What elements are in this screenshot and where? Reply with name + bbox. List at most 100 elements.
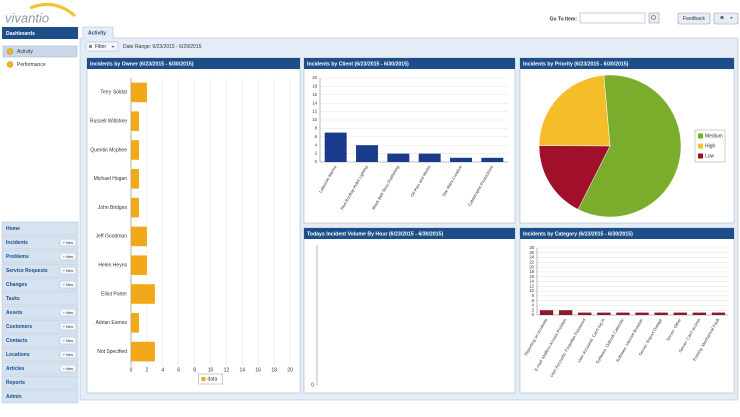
panel-title: Incidents by Client (6/23/2015 - 6/30/20… [307,61,409,67]
nav-label: Customers [6,324,32,330]
new-button[interactable] [59,350,77,359]
bar [324,132,347,162]
nav-item[interactable] [1,291,79,306]
nav-label: Changes [6,282,27,288]
pie-slice [577,74,682,218]
y-tick-label: 22 [529,259,534,264]
bar [692,312,707,315]
panel-header [304,58,515,69]
nav-item[interactable] [1,235,79,250]
new-button-label: + New [63,283,74,287]
x-tick-label: 16 [255,367,261,373]
x-tick-label: 20 [287,367,293,373]
nav-label: Contacts [6,338,28,344]
panel-title: Incidents by Category (6/23/2015 - 6/30/… [523,231,633,237]
legend-label: High [705,143,716,149]
nav-item[interactable] [1,347,79,362]
nav-item[interactable] [1,375,79,390]
new-button-label: + New [63,367,74,371]
new-button-label: + New [63,325,74,329]
bar [481,157,504,162]
goto-input[interactable] [579,12,646,24]
bar [616,312,630,315]
y-tick-label: 18 [529,269,534,274]
bar [356,145,378,162]
new-button[interactable] [59,266,77,275]
y-tick-label: Michael Hogan [94,176,128,182]
y-tick-label: 16 [529,274,534,279]
new-button[interactable] [59,280,77,289]
bar [131,169,139,189]
goto-label: Go To Item: [550,16,578,22]
sidebar-header [2,27,78,39]
menu-item-label[interactable]: Performance [17,62,46,68]
y-tick-label: 16 [312,92,317,97]
new-button-label: + New [63,353,74,357]
bar [131,140,139,160]
nav-item[interactable] [1,277,79,292]
x-tick-label: 10 [208,367,214,373]
new-button-label: + New [63,255,74,259]
nav-label: Tasks [6,296,20,302]
legend-swatch [698,133,703,139]
bar [131,82,147,103]
nav-item[interactable] [1,263,79,278]
nav-item[interactable] [1,389,79,404]
nav-item[interactable] [1,249,79,264]
y-tick-label: 10 [529,288,534,293]
y-tick-label: 0 [315,159,318,164]
menu-item-active[interactable] [2,45,78,58]
nav-item[interactable] [1,361,79,376]
panel [303,227,516,394]
feedback-button[interactable] [677,12,711,25]
filter-button[interactable] [85,41,119,52]
bar [539,310,554,315]
search-button[interactable] [648,12,660,24]
bar [131,197,139,218]
tab-join [83,37,113,39]
bar [558,310,573,315]
bar [450,157,472,162]
bar [131,226,147,247]
new-button[interactable] [59,252,77,261]
new-button[interactable] [59,322,77,331]
filter-label: Filter [95,44,106,50]
nav-label: Incidents [6,240,28,246]
nav-label: Problems [6,254,29,260]
panel-title: Todays Incident Volume By Hour (6/23/201… [307,231,443,237]
pie-slice [538,74,611,147]
bar [131,284,155,304]
nav-item[interactable] [1,221,79,236]
new-button[interactable] [59,336,77,345]
y-tick-label: 0 [532,312,535,317]
new-button[interactable] [59,238,77,247]
bar [578,312,592,315]
user-menu[interactable] [713,12,739,25]
nav-item[interactable] [1,319,79,334]
x-tick-label: 14 [240,367,246,373]
bar [131,313,139,333]
nav-item[interactable] [1,305,79,320]
nav-label: Home [6,226,20,232]
y-tick-label: John Bridges [98,205,128,211]
new-button-label: + New [63,241,74,245]
y-tick-label: 8 [532,293,535,298]
nav-label: Admin [6,394,22,400]
nav-label: Assets [6,310,23,316]
new-button[interactable] [59,364,77,373]
y-tick-label: 4 [532,303,535,308]
y-tick-label: Terry Soldat [100,90,127,96]
legend-swatch [698,153,703,159]
new-button[interactable] [59,308,77,317]
nav-item[interactable] [1,333,79,348]
panel [86,57,301,394]
y-tick-label: Quentin Mcphee [90,147,127,153]
y-tick-label: Helen Heyns [98,263,127,269]
menu-item-label[interactable]: Activity [17,49,33,55]
y-tick-label: 14 [312,100,317,105]
bar [131,111,139,131]
x-tick-label: 12 [224,367,230,373]
caret [730,17,733,19]
bar [635,312,649,315]
